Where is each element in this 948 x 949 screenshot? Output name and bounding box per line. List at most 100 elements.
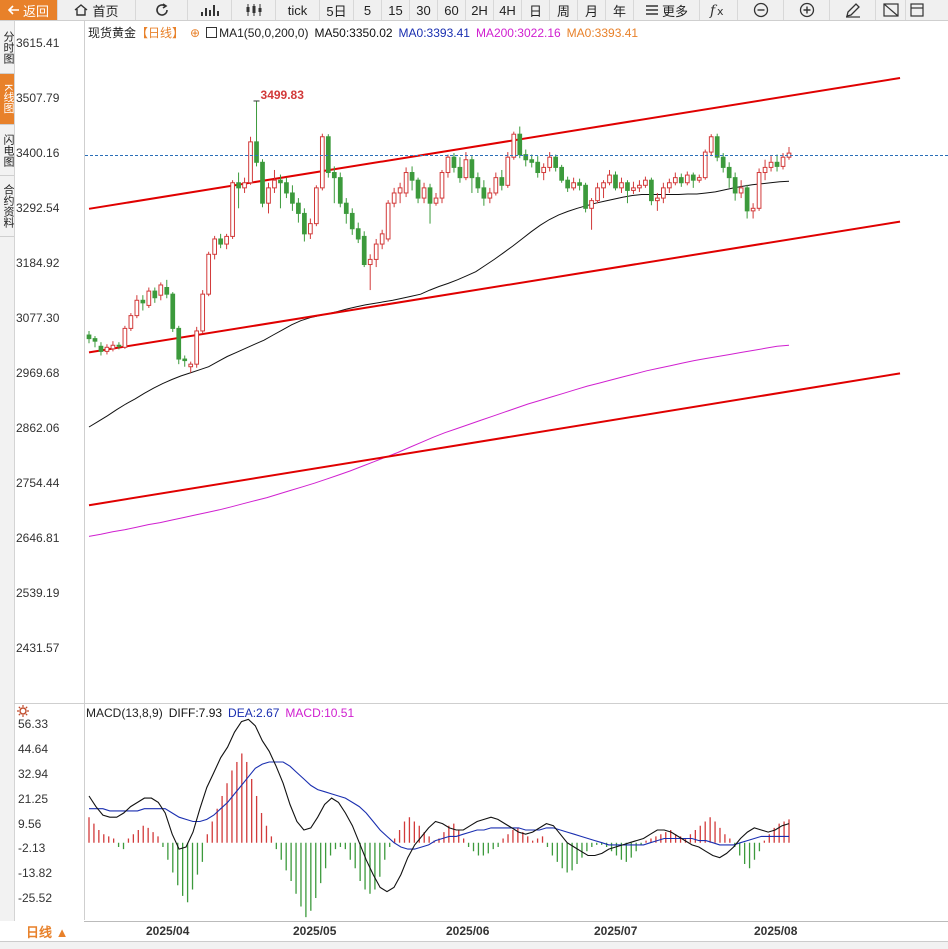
candle-body xyxy=(122,327,128,348)
candle-body xyxy=(349,212,355,230)
candlestick-button[interactable] xyxy=(232,0,276,20)
macd-axis-label: 9.56 xyxy=(18,817,42,831)
layout-button[interactable] xyxy=(876,0,906,20)
candle-body xyxy=(403,172,409,194)
tick-button[interactable]: tick xyxy=(276,0,320,20)
bottom-tab-strip xyxy=(0,941,948,949)
candle-body xyxy=(361,235,367,266)
tab-time-sharing[interactable]: 分时图 xyxy=(0,21,14,74)
period-label: 日 xyxy=(528,3,542,19)
macd-axis-label: 56.33 xyxy=(18,717,49,731)
tab-kline[interactable]: K线图 xyxy=(0,74,14,125)
back-button[interactable]: 返回 xyxy=(0,0,58,20)
tab-flash-chart[interactable]: 闪电图 xyxy=(0,125,14,176)
ma0-value-2: MA0:3393.41 xyxy=(566,26,639,40)
main-chart-legend: 现货黄金【日线】 ⊕ MA1(50,0,200,0) MA50:3350.02 MA0:… xyxy=(88,24,644,41)
candle-body xyxy=(643,179,648,186)
candle-body xyxy=(702,151,708,179)
period-button-5[interactable]: 5 xyxy=(354,0,382,20)
candle-body xyxy=(236,182,241,189)
layout-icon xyxy=(882,3,899,17)
line-chart-button[interactable] xyxy=(188,0,232,20)
period-label: 5 xyxy=(363,2,372,18)
period-label: 60 xyxy=(444,2,459,18)
period-button-4h[interactable]: 4H xyxy=(494,0,522,20)
price-axis-label: 3400.16 xyxy=(16,146,60,160)
home-icon xyxy=(75,4,88,16)
candle-body xyxy=(487,192,493,199)
macd-settings-icon[interactable] xyxy=(17,705,29,717)
price-axis-label: 3077.30 xyxy=(16,311,60,325)
candle-body xyxy=(110,344,116,350)
candle-body xyxy=(367,258,373,266)
price-axis-label: 3292.54 xyxy=(16,201,60,215)
period-label: 30 xyxy=(416,2,431,18)
period-button-day[interactable]: 日 xyxy=(522,0,550,20)
candle-body xyxy=(337,177,343,204)
period-button-2h[interactable]: 2H xyxy=(466,0,494,20)
candle-body xyxy=(439,172,445,199)
period-button-year[interactable]: 年 xyxy=(606,0,634,20)
candle-body xyxy=(415,179,421,199)
candle-body xyxy=(696,177,702,181)
candle-body xyxy=(170,293,176,329)
candle-body xyxy=(631,187,636,191)
ma-icon xyxy=(206,27,218,38)
period-button-60[interactable]: 60 xyxy=(438,0,466,20)
zoom-out-button[interactable] xyxy=(738,0,784,20)
period-label: 月 xyxy=(584,3,598,19)
zoom-in-button[interactable] xyxy=(784,0,830,20)
trend-line xyxy=(88,372,901,507)
candle-body xyxy=(230,182,235,237)
zoom-in-icon xyxy=(799,2,814,18)
candle-body xyxy=(164,287,170,295)
settings-icon[interactable]: ⊕ xyxy=(190,26,201,40)
period-button-15[interactable]: 15 xyxy=(382,0,410,20)
candle-body xyxy=(421,187,427,199)
draw-button[interactable] xyxy=(830,0,876,20)
candle-body xyxy=(140,299,146,304)
candle-body xyxy=(463,159,469,179)
x-axis-label: 2025/05 xyxy=(293,924,337,938)
candle-body xyxy=(577,182,582,186)
candle-body xyxy=(672,177,678,184)
price-axis-label: 2754.44 xyxy=(16,476,60,490)
diff-line xyxy=(88,718,790,893)
x-axis-label: 2025/08 xyxy=(754,924,798,938)
price-axis-label: 2969.68 xyxy=(16,366,60,380)
macd-axis-label: -25.52 xyxy=(18,891,53,905)
home-button[interactable]: 首页 xyxy=(58,0,136,20)
period-label: 年 xyxy=(612,3,626,19)
candle-body xyxy=(511,133,517,158)
more-button[interactable]: 更多 xyxy=(634,0,700,20)
trend-line xyxy=(88,76,901,210)
period-button-5d[interactable]: 5日 xyxy=(320,0,354,20)
peak-label: 3499.83 xyxy=(261,88,305,102)
price-axis-label: 3507.79 xyxy=(16,91,60,105)
trend-line xyxy=(88,220,901,354)
candle-body xyxy=(690,174,696,181)
candle-body xyxy=(182,358,188,362)
grid-button[interactable] xyxy=(906,0,928,20)
candle-body xyxy=(768,161,774,168)
candle-body xyxy=(589,200,594,209)
period-button-month[interactable]: 月 xyxy=(578,0,606,20)
candle-body xyxy=(427,187,433,204)
ma200-line xyxy=(88,344,790,537)
candle-body xyxy=(278,179,283,184)
period-button-week[interactable]: 周 xyxy=(550,0,578,20)
tab-contract-info[interactable]: 合约资料 xyxy=(0,176,14,237)
period-selector-button[interactable]: 日线 ▲ xyxy=(14,921,84,941)
price-axis-label: 3184.92 xyxy=(16,256,60,270)
grid-icon xyxy=(910,3,924,17)
macd-legend: MACD(13,8,9) DIFF:7.93 DEA:2.67 MACD:10.51 xyxy=(86,706,360,720)
pencil-icon xyxy=(845,3,860,18)
zoom-out-icon xyxy=(753,2,768,18)
refresh-button[interactable] xyxy=(136,0,188,20)
period-button-30[interactable]: 30 xyxy=(410,0,438,20)
macd-value: MACD:10.51 xyxy=(285,706,355,720)
more-label: 更多 xyxy=(661,3,688,19)
